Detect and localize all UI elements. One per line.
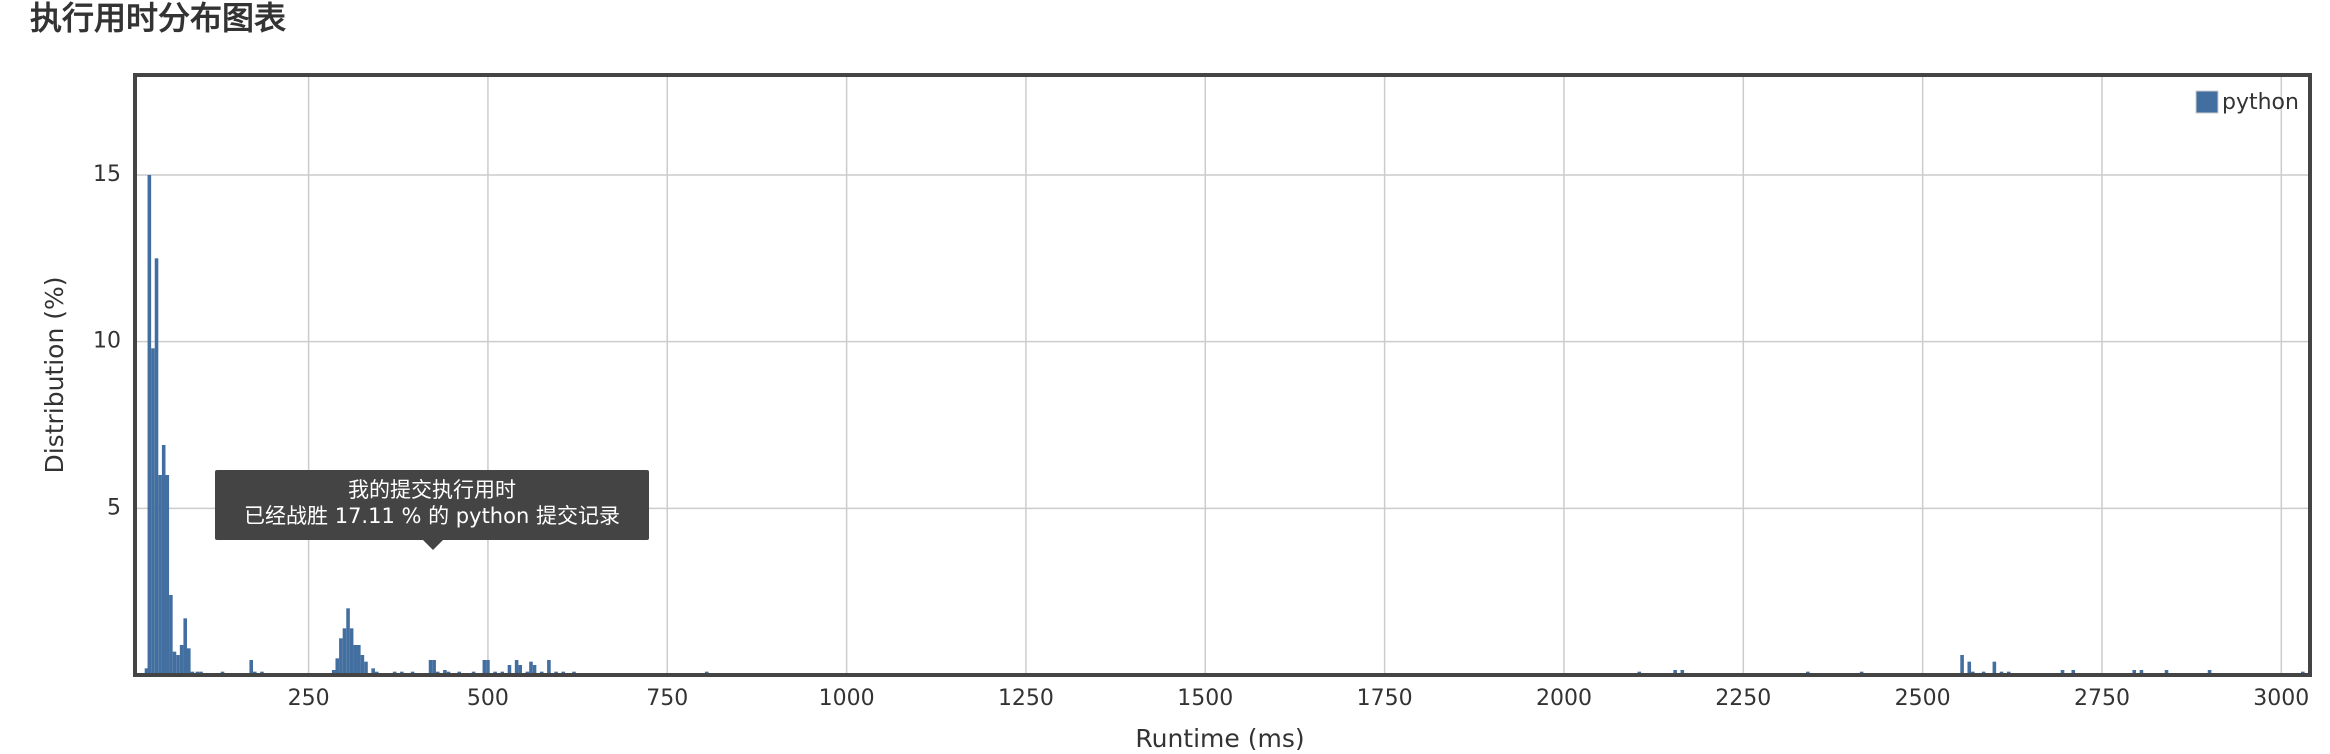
bar [176, 655, 180, 675]
bar [339, 638, 343, 675]
bar [2164, 670, 2169, 675]
bar [353, 645, 358, 675]
bar [187, 648, 191, 675]
tooltip-text: 已经战胜 17.11 % 的 python 提交记录 [244, 504, 620, 528]
bar [161, 445, 166, 675]
bar [532, 665, 537, 675]
bar [529, 661, 533, 675]
bar [154, 258, 159, 675]
bar [2139, 670, 2144, 675]
bar [151, 348, 155, 675]
x-tick-label: 2500 [1895, 686, 1951, 711]
bar [2132, 670, 2137, 675]
bar [1967, 661, 1972, 675]
bar [547, 660, 551, 675]
tooltip-text: 我的提交执行用时 [348, 478, 516, 502]
bar [443, 670, 447, 675]
x-tick-label: 500 [467, 686, 509, 711]
bar [172, 651, 177, 675]
bar [331, 670, 336, 675]
tooltip-arrow [423, 540, 443, 550]
y-axis-label: Distribution (%) [40, 276, 69, 473]
bar [158, 475, 162, 675]
bar [147, 175, 152, 675]
x-tick-label: 1750 [1357, 686, 1413, 711]
tooltip-box [215, 470, 649, 540]
bar [346, 608, 350, 675]
bar [335, 658, 340, 675]
bar [1992, 661, 1997, 675]
bar [2071, 670, 2076, 675]
x-tick-label: 2000 [1536, 686, 1592, 711]
x-tick-label: 750 [646, 686, 688, 711]
bar [349, 628, 354, 675]
bar [2207, 670, 2212, 675]
bar [342, 628, 347, 675]
x-tick-label: 2750 [2074, 686, 2130, 711]
bar [482, 660, 487, 675]
bar [249, 660, 254, 675]
bar [518, 665, 523, 675]
bar [357, 645, 361, 675]
bar [428, 660, 433, 675]
x-tick-label: 1250 [998, 686, 1054, 711]
x-tick-label: 3000 [2253, 686, 2309, 711]
bar [183, 618, 188, 675]
bar [371, 668, 375, 675]
bar [1673, 670, 1677, 675]
legend-swatch [2195, 90, 2219, 114]
bar [1680, 670, 1685, 675]
bar [364, 661, 368, 675]
bar [144, 668, 149, 675]
bar [165, 475, 170, 675]
x-tick-label: 1500 [1177, 686, 1233, 711]
chart-title: 执行用时分布图表 [30, 0, 286, 37]
bar [179, 645, 184, 675]
bar [169, 595, 173, 675]
y-tick-label: 10 [93, 329, 121, 354]
x-tick-label: 1000 [819, 686, 875, 711]
x-tick-label: 250 [288, 686, 330, 711]
bar [514, 660, 519, 675]
bar [432, 660, 436, 675]
y-tick-label: 15 [93, 162, 121, 187]
x-tick-label: 2250 [1715, 686, 1771, 711]
bar [360, 655, 365, 675]
bar [486, 660, 490, 675]
x-axis-label: Runtime (ms) [1135, 724, 1304, 750]
bar [1960, 655, 1964, 675]
y-tick-label: 5 [107, 495, 121, 520]
bar [507, 665, 512, 675]
plot-frame [133, 73, 2312, 677]
legend-label: python [2222, 90, 2299, 115]
bar [2060, 670, 2065, 675]
